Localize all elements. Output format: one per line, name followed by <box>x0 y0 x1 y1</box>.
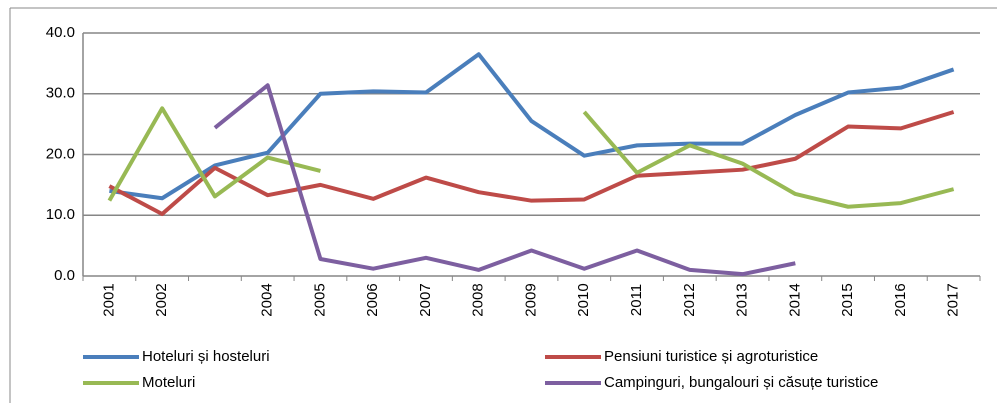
x-tick-label: 2001 <box>100 283 117 316</box>
series-line <box>108 110 955 217</box>
y-tick-label: 40.0 <box>46 24 75 41</box>
x-tick-label: 2006 <box>364 283 381 316</box>
x-tick-label: 2007 <box>417 283 434 316</box>
x-tick-label: 2013 <box>734 283 751 316</box>
x-tick-label: 2002 <box>153 283 170 316</box>
x-tick-label: 2017 <box>945 283 962 316</box>
y-tick-label: 0.0 <box>54 267 75 284</box>
y-tick-label: 10.0 <box>46 206 75 223</box>
series-line <box>107 106 955 209</box>
legend-label: Moteluri <box>142 374 195 391</box>
x-tick-label: 2014 <box>786 283 803 316</box>
x-tick-label: 2012 <box>681 283 698 316</box>
x-tick-label: 2008 <box>470 283 487 316</box>
series-line <box>109 52 955 201</box>
legend-label: Pensiuni turistice și agroturistice <box>604 348 818 365</box>
x-tick-label: 2010 <box>575 283 592 316</box>
x-tick-label: 2011 <box>628 284 645 316</box>
legend-label: Campinguri, bungalouri și căsuțe turisti… <box>604 374 878 391</box>
y-tick-label: 20.0 <box>46 145 75 162</box>
y-tick-label: 30.0 <box>46 85 75 102</box>
legend-label: Hoteluri și hosteluri <box>142 348 270 365</box>
series-line <box>213 83 796 277</box>
x-tick-label: 2015 <box>839 283 856 316</box>
x-tick-label: 2005 <box>311 283 328 316</box>
x-tick-label: 2004 <box>259 283 276 316</box>
x-tick-label: 2016 <box>892 283 909 316</box>
x-tick-label: 2009 <box>522 283 539 316</box>
